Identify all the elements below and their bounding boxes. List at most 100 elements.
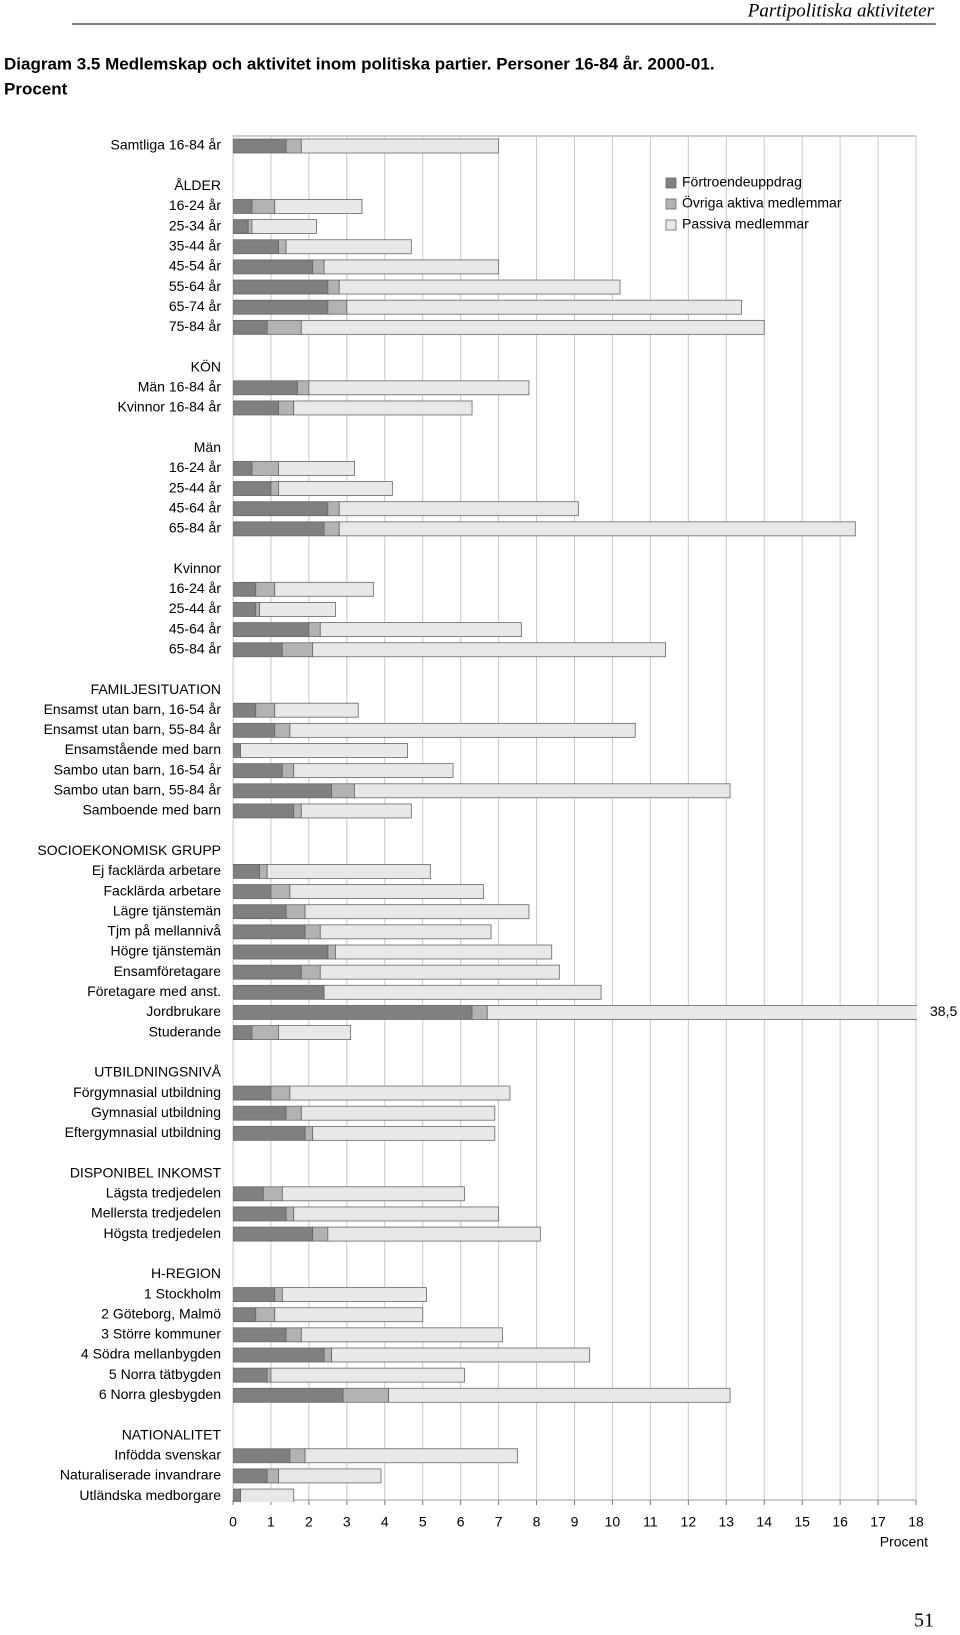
category-label: Infödda svenskar	[114, 1446, 221, 1462]
category-label: Företagare med anst.	[87, 983, 221, 999]
legend-label: Övriga aktiva medlemmar	[682, 194, 842, 211]
bar-segment	[251, 1025, 279, 1040]
bar-segment	[300, 803, 412, 819]
bar-segment	[281, 763, 295, 779]
bar-segment	[300, 964, 321, 980]
bar-segment	[285, 1327, 302, 1343]
bar-segment	[233, 299, 329, 315]
bar-segment	[323, 521, 340, 537]
x-tick-label: 9	[571, 1514, 579, 1530]
x-tick-label: 6	[457, 1514, 465, 1530]
bar-segment	[255, 702, 276, 718]
category-label: 25-34 år	[169, 217, 221, 233]
bar-segment	[319, 622, 522, 637]
category-label: H-REGION	[151, 1265, 221, 1281]
bar-segment	[335, 944, 553, 960]
bar-segment	[233, 1025, 253, 1040]
bar-segment	[274, 702, 359, 718]
bar-segment	[233, 1327, 287, 1343]
bar-segment	[240, 743, 408, 758]
bar-segment	[285, 1105, 302, 1121]
legend-swatch	[665, 177, 677, 189]
bar-segment	[233, 1367, 268, 1383]
bar-segment	[471, 1005, 488, 1020]
bar-segment	[281, 1287, 427, 1302]
bar-segment	[319, 924, 492, 940]
bar-segment	[274, 722, 291, 738]
category-label: Utländska medborgare	[79, 1487, 221, 1503]
bar-segment	[388, 1387, 731, 1403]
bar-segment	[312, 259, 325, 275]
bar-segment	[233, 1347, 325, 1363]
bar-segment	[233, 1287, 276, 1302]
category-label: Sambo utan barn, 16-54 år	[54, 761, 222, 777]
category-label: Kvinnor 16-84 år	[117, 399, 221, 415]
category-label: Gymnasial utbildning	[91, 1104, 221, 1120]
category-label: 16-24 år	[169, 580, 221, 596]
bar-segment	[233, 1307, 257, 1323]
bar-segment	[323, 259, 500, 275]
category-label: Ensamstående med barn	[65, 741, 221, 757]
bar-segment	[274, 581, 374, 597]
bar-segment	[338, 521, 856, 537]
category-label: 65-84 år	[169, 640, 221, 656]
bar-segment	[233, 803, 295, 819]
bar-segment	[255, 602, 260, 617]
category-label: Män	[194, 439, 221, 455]
bar-segment	[289, 1448, 306, 1464]
bar-segment	[278, 239, 287, 255]
bar-segment	[233, 521, 325, 537]
category-label: 16-24 år	[169, 197, 221, 213]
bar-segment	[233, 743, 241, 758]
bar-segment	[312, 1226, 329, 1242]
legend-label: Förtroendeuppdrag	[682, 174, 802, 190]
bar-segment	[233, 319, 268, 335]
category-label: Naturaliserade invandrare	[60, 1467, 221, 1483]
bar-segment	[233, 642, 283, 658]
chart-title: Diagram 3.5 Medlemskap och aktivitet ino…	[4, 54, 715, 73]
bar-segment	[354, 783, 731, 799]
category-label: 45-64 år	[169, 499, 221, 515]
bar-segment	[327, 944, 336, 960]
category-label: Kvinnor	[174, 560, 222, 576]
x-tick-label: 15	[794, 1514, 810, 1530]
bar-segment	[251, 199, 276, 214]
bar-segment	[233, 1005, 473, 1020]
category-label: Tjm på mellannivå	[107, 923, 221, 939]
bar-segment	[327, 1226, 541, 1242]
bar-segment	[255, 581, 276, 597]
bar-segment	[233, 622, 310, 637]
category-label: Eftergymnasial utbildning	[65, 1124, 221, 1140]
category-label: Män 16-84 år	[138, 379, 222, 395]
bar-segment	[300, 1327, 503, 1343]
bar-segment	[285, 904, 306, 920]
bar-segment	[233, 904, 287, 920]
bar-segment	[312, 642, 666, 658]
category-label: 2 Göteborg, Malmö	[101, 1305, 221, 1321]
bar-segment	[233, 400, 279, 416]
x-tick-label: 11	[643, 1514, 658, 1530]
bar-segment	[323, 1347, 333, 1363]
bar-segment	[278, 400, 295, 416]
bar-segment	[338, 501, 579, 517]
category-label: Högsta tredjedelen	[103, 1225, 221, 1241]
category-label: Jordbrukare	[146, 1003, 221, 1019]
x-tick-label: 14	[756, 1514, 772, 1530]
bar-segment	[233, 1206, 287, 1222]
bar-segment	[304, 904, 530, 920]
category-label: 4 Södra mellanbygden	[81, 1346, 221, 1362]
bar-segment	[259, 602, 336, 617]
bar-segment	[285, 239, 412, 255]
bar-segment	[233, 199, 253, 214]
category-label: ÅLDER	[174, 177, 221, 193]
legend-swatch	[665, 219, 677, 231]
category-label: Ensamst utan barn, 55-84 år	[44, 721, 222, 737]
legend-label: Passiva medlemmar	[682, 216, 809, 232]
x-tick-label: 7	[495, 1514, 503, 1530]
x-tick-label: 1	[267, 1514, 275, 1530]
bar-segment	[233, 219, 249, 235]
legend-swatch	[665, 198, 677, 210]
category-label: Lägsta tredjedelen	[106, 1185, 221, 1201]
bar-segment	[266, 1468, 279, 1484]
